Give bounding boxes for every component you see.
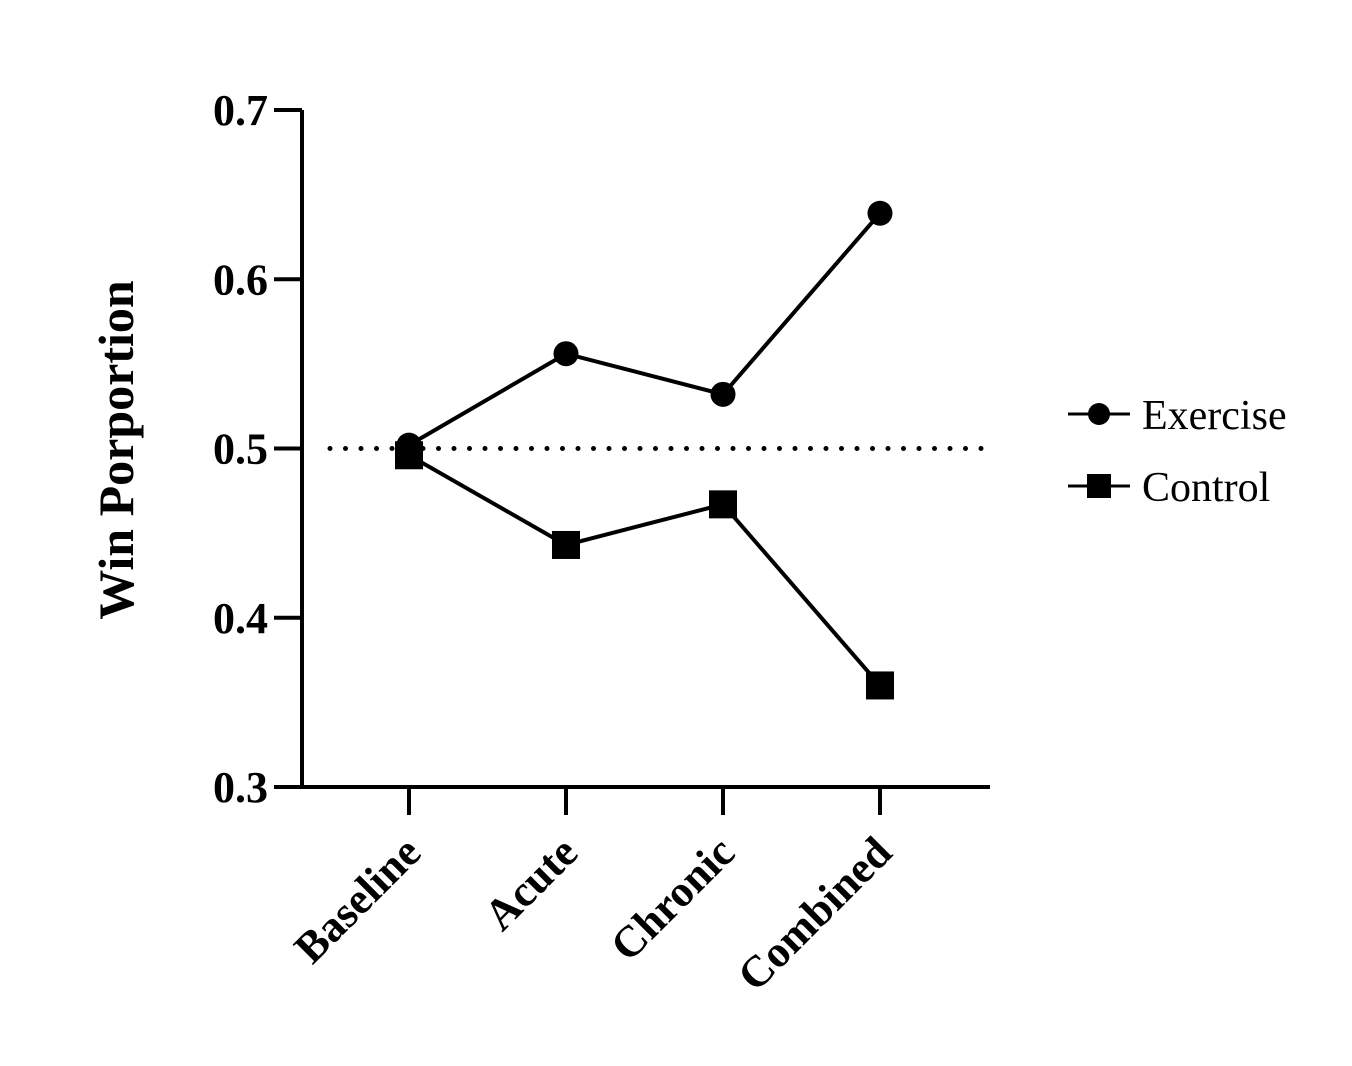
data-point-circle bbox=[867, 200, 893, 226]
data-point-square bbox=[709, 490, 737, 519]
data-point-circle bbox=[553, 341, 579, 367]
y-tick-label: 0.7 bbox=[213, 86, 268, 135]
series-control bbox=[395, 441, 894, 700]
series-exercise bbox=[396, 200, 893, 458]
legend-marker-circle bbox=[1088, 403, 1110, 425]
data-point-circle bbox=[710, 381, 736, 407]
legend-label: Control bbox=[1142, 465, 1270, 511]
series-line bbox=[407, 211, 882, 447]
y-tick-label: 0.6 bbox=[213, 255, 268, 304]
y-tick-label: 0.3 bbox=[213, 763, 268, 812]
series-layer bbox=[395, 200, 894, 700]
data-point-square bbox=[866, 671, 894, 700]
data-point-square bbox=[395, 441, 423, 470]
y-tick-label: 0.4 bbox=[213, 594, 268, 643]
x-tick-label: Chronic bbox=[601, 827, 744, 970]
x-tick-label: Baseline bbox=[285, 827, 430, 972]
data-point-square bbox=[552, 530, 580, 559]
series-line bbox=[408, 453, 882, 687]
legend-item: Control bbox=[1068, 465, 1270, 511]
y-axis-title: Win Porportion bbox=[88, 280, 144, 620]
x-tick-label: Acute bbox=[475, 827, 587, 939]
legend-item: Exercise bbox=[1068, 393, 1287, 439]
legend-marker-square bbox=[1087, 474, 1111, 498]
axes bbox=[274, 108, 990, 815]
y-tick-label: 0.5 bbox=[213, 425, 268, 474]
legend: Exercise Control bbox=[1068, 393, 1287, 511]
x-tick-label: Combined bbox=[728, 827, 901, 1000]
legend-label: Exercise bbox=[1142, 393, 1287, 439]
